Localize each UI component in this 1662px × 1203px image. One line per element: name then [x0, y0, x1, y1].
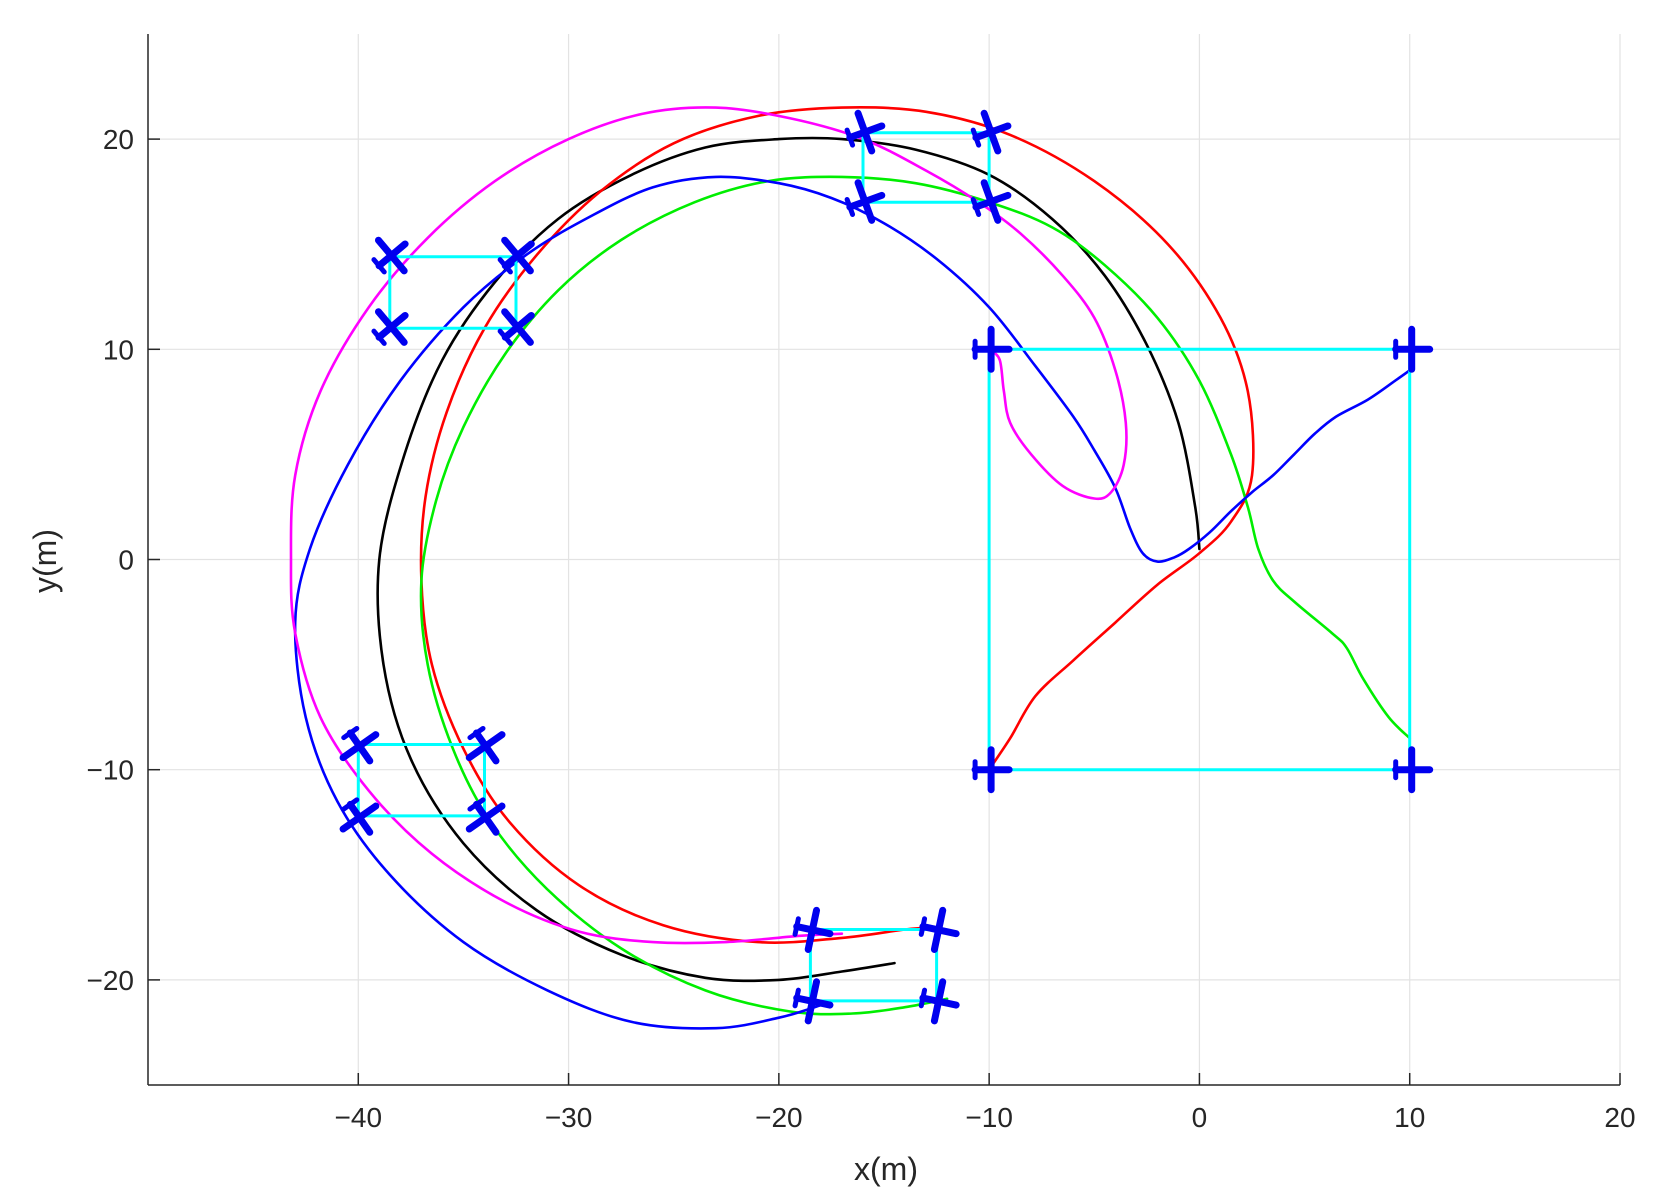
aircraft-marker — [1392, 746, 1434, 794]
x-tick-label: −30 — [545, 1102, 593, 1133]
aircraft-marker — [339, 725, 380, 765]
blue-trajectory-line — [293, 175, 1411, 1030]
aircraft-marker — [371, 308, 409, 346]
aircraft-marker — [371, 236, 409, 275]
aircraft-marker — [970, 179, 1012, 224]
y-tick-label: −20 — [87, 965, 135, 996]
axes — [147, 34, 1621, 1086]
x-axis-label: x(m) — [854, 1151, 918, 1187]
aircraft-markers — [339, 109, 1434, 1025]
x-tick-label: −40 — [335, 1102, 383, 1133]
magenta-trajectory-line — [289, 106, 1128, 945]
x-tick-label: −20 — [755, 1102, 803, 1133]
x-tick-label: 10 — [1394, 1102, 1425, 1133]
aircraft-marker — [497, 236, 535, 275]
grid — [148, 34, 1621, 1085]
aircraft-marker — [465, 725, 506, 765]
aircraft-marker — [918, 978, 960, 1025]
y-tick-label: 20 — [103, 124, 134, 155]
y-tick-label: −10 — [87, 755, 135, 786]
formation-boxes — [356, 131, 1412, 1003]
aircraft-marker — [497, 308, 535, 346]
aircraft-marker — [1392, 325, 1434, 373]
trajectory-series — [289, 106, 1411, 1030]
tick-labels: −40 −30 −20 −10 0 10 20 −20 −10 0 10 20 — [87, 124, 1636, 1133]
green-trajectory-line — [419, 175, 1411, 1016]
aircraft-marker — [844, 179, 886, 224]
aircraft-marker — [970, 109, 1012, 155]
x-tick-label: −10 — [965, 1102, 1013, 1133]
aircraft-marker — [971, 746, 1013, 794]
x-tick-label: 20 — [1604, 1102, 1635, 1133]
black-trajectory-line — [376, 136, 1201, 983]
aircraft-marker — [918, 906, 960, 953]
x-tick-label: 0 — [1192, 1102, 1208, 1133]
y-tick-label: 10 — [103, 334, 134, 365]
aircraft-marker — [465, 797, 506, 836]
y-axis-label: y(m) — [27, 529, 63, 593]
aircraft-marker — [792, 978, 834, 1025]
aircraft-marker — [971, 325, 1013, 373]
aircraft-marker — [339, 797, 380, 836]
aircraft-marker — [792, 906, 834, 953]
aircraft-marker — [844, 109, 886, 155]
red-trajectory-line — [419, 106, 1255, 944]
y-tick-label: 0 — [118, 545, 134, 576]
